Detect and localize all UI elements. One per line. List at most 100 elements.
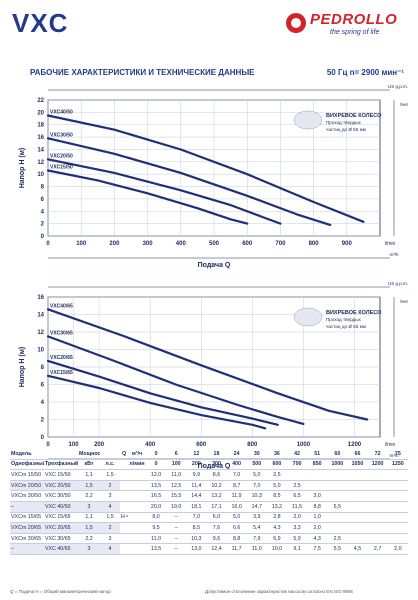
table-cell	[327, 512, 348, 524]
table-cell	[367, 501, 388, 513]
table-cell: 10,2	[206, 480, 227, 492]
table-cell: 2,7	[367, 543, 388, 555]
section-title: РАБОЧИЕ ХАРАКТЕРИСТИКИ И ТЕХНИЧЕСКИЕ ДАН…	[30, 68, 255, 77]
x-tick-label: 600	[196, 442, 207, 448]
table-row: VXCm 30/65 VXC 30/65 2,2 3 11,0–10,3 9,6 8,8 7,…	[10, 533, 408, 545]
table-cell: 7,0	[226, 469, 247, 481]
table-cell: 2,2	[78, 490, 100, 502]
curve-vxc30/65	[46, 335, 305, 425]
table-cell: 3	[100, 533, 120, 545]
y-tick-label: 18	[37, 123, 44, 129]
table-cell: 11,0	[246, 543, 267, 555]
table-cell: 13,2	[266, 501, 287, 513]
table-cell	[44, 449, 78, 460]
impeller-annotation-line: ВИХРЕВОЕ КОЛЕСО	[326, 310, 382, 316]
table-cell: кВт	[78, 459, 100, 471]
curve-vxc15/65	[46, 374, 267, 430]
y-tick-label: 22	[37, 98, 44, 104]
table-cell: 11,7	[226, 543, 247, 555]
table-cell: –	[166, 522, 187, 534]
table-cell: 4	[100, 543, 120, 555]
table-cell: 14,7	[246, 501, 267, 513]
table-cell	[128, 543, 146, 555]
table-cell	[347, 480, 368, 492]
y-tick-label: 8	[41, 185, 45, 191]
table-cell: 16,0	[226, 501, 247, 513]
table-cell: 17,1	[206, 501, 227, 513]
table-cell: 10,3	[246, 490, 267, 502]
impeller-icon	[293, 110, 323, 130]
y-right-unit: feet	[400, 299, 408, 304]
table-cell: 19,0	[166, 501, 187, 513]
table-cell	[100, 449, 120, 460]
table-cell: 20,0	[146, 501, 167, 513]
curve-vxc40/50	[46, 114, 365, 223]
table-cell: м³/ч	[128, 449, 146, 460]
table-cell: 4,3	[307, 533, 328, 545]
series-label: VXC40/65	[50, 303, 73, 309]
table-cell	[347, 469, 368, 481]
table-cell: 7,0	[186, 512, 207, 524]
table-cell: 3	[78, 543, 100, 555]
x-tick-label: 400	[176, 241, 187, 247]
x-tick-label: 1000	[297, 442, 311, 448]
table-cell: 2,5	[327, 533, 348, 545]
y-axis-title: Напор H (м)	[19, 347, 26, 388]
table-cell	[347, 522, 368, 534]
spec-table: МодельМощность (P2)Qм³/ч0612182430364251…	[10, 449, 408, 555]
table-cell: 1250	[387, 459, 408, 471]
table-cell: Мощность (P2)	[78, 449, 100, 460]
table-cell: 1,5	[100, 512, 120, 524]
table-cell	[327, 480, 348, 492]
table-cell	[120, 522, 128, 534]
table-cell: 500	[246, 459, 267, 471]
table-cell: 51	[307, 449, 328, 460]
impeller-annotation-line: Проход твердых	[326, 317, 361, 322]
table-cell: 3,0	[307, 490, 328, 502]
table-cell: 8,0	[146, 512, 167, 524]
table-cell: 200	[186, 459, 207, 471]
series-label: VXC15/65	[50, 370, 73, 376]
table-cell: 11,4	[186, 480, 207, 492]
table-cell: VXCm 30/50	[10, 490, 44, 502]
table-cell: 1050	[347, 459, 368, 471]
series-label: VXC20/65	[50, 355, 73, 361]
table-cell	[387, 522, 408, 534]
y-tick-label: 4	[41, 209, 45, 215]
table-cell	[347, 490, 368, 502]
table-row: VXCm 30/50 VXC 30/50 2,2 3 16,5 15,5 14,4 13,2 1…	[10, 490, 408, 502]
table-cell	[367, 522, 388, 534]
table-cell: 2,0	[286, 512, 308, 524]
impeller-annotation-line: Проход твердых	[326, 120, 361, 125]
table-row: VXCm 20/50 VXC 20/50 1,5 2 13,5 12,5 11,4 10,2 8…	[10, 480, 408, 492]
table-cell: 1,5	[78, 480, 100, 492]
table-cell: 0	[146, 459, 167, 471]
table-cell: Трехфазный	[44, 459, 78, 471]
table-cell	[128, 533, 146, 545]
table-cell: 10,3	[186, 533, 207, 545]
table-cell	[120, 533, 128, 545]
table-cell: 1000	[327, 459, 348, 471]
y-tick-label: 10	[37, 172, 44, 178]
y-tick-label: 0	[41, 234, 45, 240]
table-cell: 11,5	[286, 501, 308, 513]
footnote-left: Q = Подача H = Общий манометрический нап…	[10, 589, 111, 594]
table-cell: 13,5	[146, 543, 167, 555]
x-tick-label: 0	[46, 442, 50, 448]
x-tick-label: 400	[145, 442, 156, 448]
table-cell: 16,5	[146, 490, 167, 502]
y-tick-label: 20	[37, 110, 44, 116]
table-cell: 12,5	[166, 480, 187, 492]
table-cell	[128, 501, 146, 513]
table-cell	[387, 480, 408, 492]
table-cell: 5,5	[327, 543, 348, 555]
x-tick-label: 900	[342, 241, 353, 247]
table-cell: 66	[347, 449, 368, 460]
table-cell: 8,5	[266, 490, 287, 502]
curve-vxc15/50	[46, 169, 249, 225]
table-cell: 10,0	[266, 543, 287, 555]
table-cell: 6	[166, 449, 187, 460]
x-tick-label: 0	[46, 241, 50, 247]
table-row: VXCm 20/65 VXC 20/65 1,5 2 9,5–8,5 7,6 6,6 5,4 4…	[10, 522, 408, 534]
